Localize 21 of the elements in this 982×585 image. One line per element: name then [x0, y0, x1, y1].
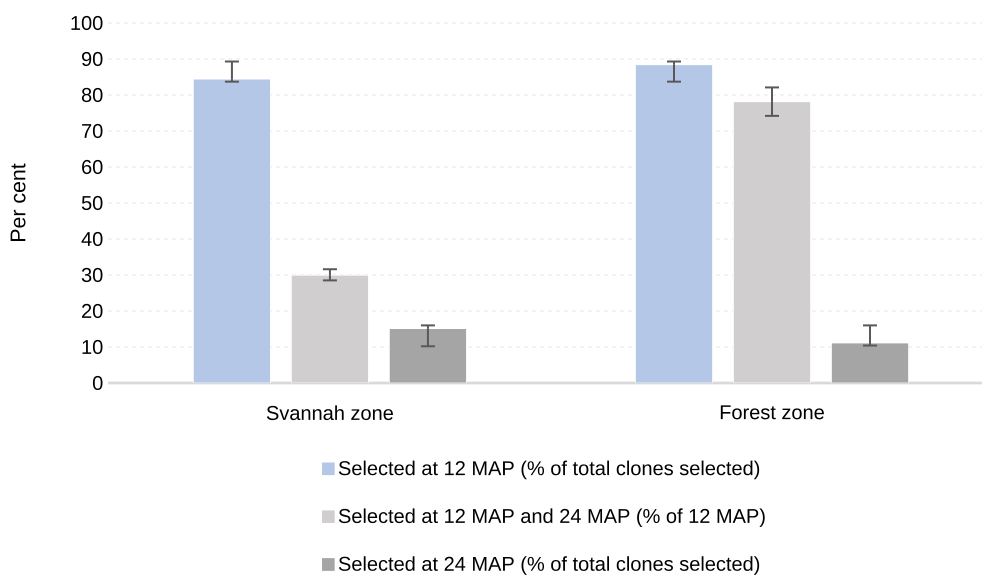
y-tick-label: 50 — [82, 196, 103, 210]
y-tick-label: 90 — [82, 52, 103, 66]
legend-label: Selected at 24 MAP (% of total clones selected) — [338, 556, 760, 575]
bar — [831, 342, 909, 383]
y-tick-label: 30 — [82, 268, 103, 282]
y-tick-label: 70 — [82, 124, 103, 138]
legend-label: Selected at 12 MAP and 24 MAP (% of 12 MAP) — [338, 508, 765, 528]
y-axis-title: Per cent — [10, 163, 26, 241]
bar — [193, 78, 271, 383]
y-tick-label: 80 — [82, 88, 103, 102]
y-tick-label: 100 — [71, 16, 102, 30]
y-tick-label: 40 — [82, 232, 103, 246]
legend-label: Selected at 12 MAP (% of total clones selected) — [338, 460, 760, 480]
y-tick-label: 0 — [92, 376, 103, 390]
bar — [635, 64, 713, 383]
y-tick-label: 20 — [82, 304, 103, 318]
x-tick-label: Svannah zone — [266, 405, 393, 420]
y-tick-label: 10 — [82, 340, 103, 354]
y-tick-label: 60 — [82, 160, 103, 174]
bar — [389, 328, 467, 383]
x-tick-label: Forest zone — [720, 405, 824, 420]
